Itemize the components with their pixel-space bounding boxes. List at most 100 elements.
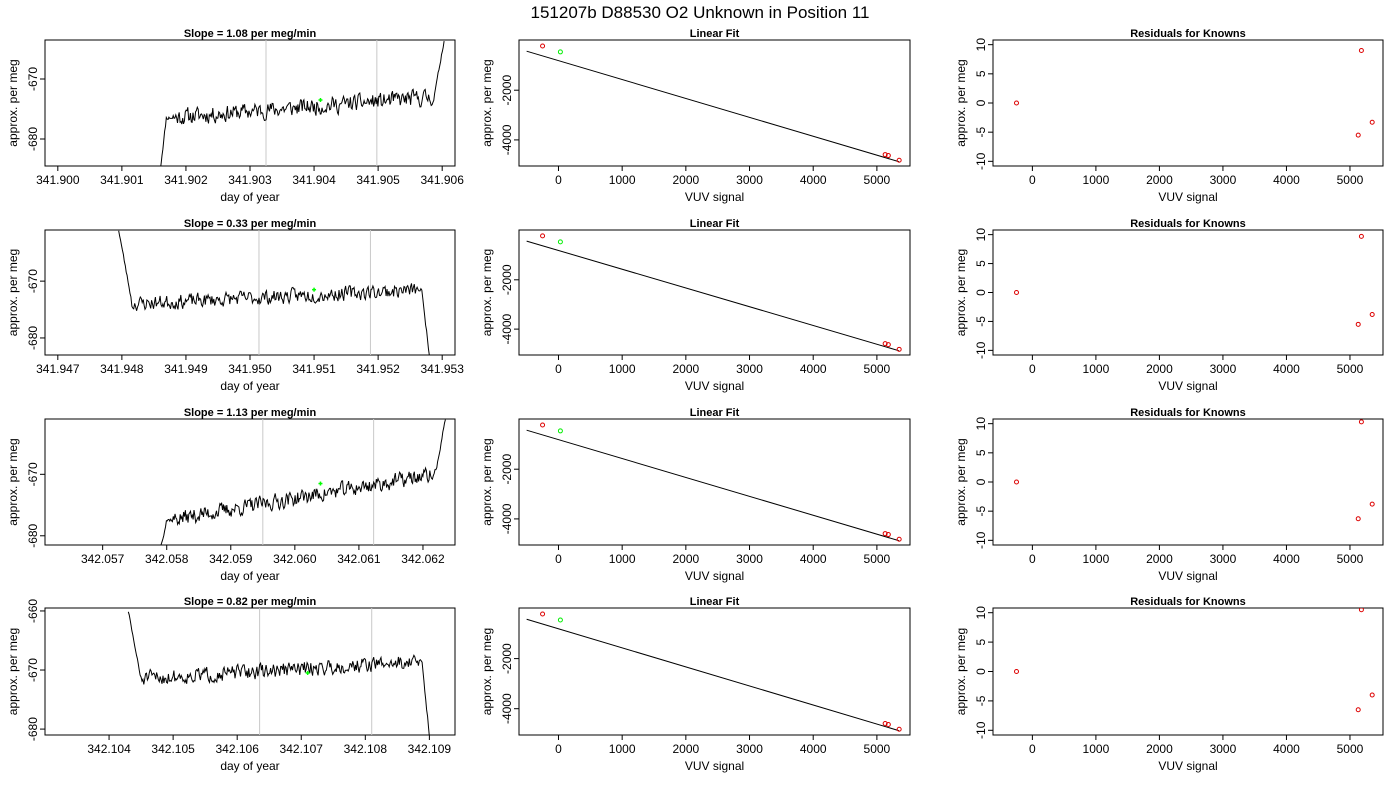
plot-area	[1014, 233, 1375, 327]
panel-title: Linear Fit	[690, 28, 740, 40]
panel-grid: Slope = 1.08 per meg/min 341.900 341.901 34…	[6, 28, 1384, 773]
fit-line	[526, 240, 900, 352]
y-axis-label: approx. per meg	[954, 249, 968, 336]
x-tick-label: 2000	[1146, 742, 1173, 756]
plot-frame	[518, 229, 911, 356]
y-tick-label: 5	[974, 449, 988, 456]
y-tick-label: -680	[26, 717, 40, 741]
known-point	[1014, 479, 1020, 485]
known-point	[1358, 233, 1364, 239]
fit-line	[526, 429, 900, 542]
x-tick-label: 0	[555, 362, 562, 376]
x-tick-label: 5000	[864, 173, 891, 187]
panel-title: Linear Fit	[690, 218, 740, 230]
x-tick-label: 342.107	[280, 742, 324, 756]
known-point	[1369, 692, 1375, 698]
y-axis-label: approx. per meg	[480, 249, 494, 336]
known-point	[540, 422, 546, 428]
y-axis-label: approx. per meg	[954, 628, 968, 715]
plot-frame	[518, 418, 911, 546]
y-tick-label: -670	[26, 462, 40, 486]
x-tick-label: 341.904	[292, 173, 336, 187]
x-tick-label: 5000	[1337, 173, 1364, 187]
x-tick-label: 1000	[609, 742, 636, 756]
x-tick-label: 341.905	[356, 173, 400, 187]
x-axis-label: day of year	[220, 759, 279, 773]
y-tick-label: -680	[26, 523, 40, 547]
x-tick-label: 3000	[1210, 173, 1237, 187]
plot-area	[526, 233, 902, 352]
known-point	[1358, 419, 1364, 425]
chart-panel-5: Linear Fit 0 1000 2000 3000 4000 5000 -4000 -200…	[480, 218, 911, 393]
x-tick-label: 3000	[1210, 362, 1237, 376]
x-tick-label: 3000	[736, 552, 763, 566]
y-tick-label: -10	[974, 152, 988, 170]
panel-title: Residuals for Knowns	[1130, 596, 1246, 608]
plot-area	[127, 608, 430, 735]
y-tick-label: -4000	[500, 124, 514, 155]
y-tick-label: -5	[974, 127, 988, 138]
chart-panel-11: Linear Fit 0 1000 2000 3000 4000 5000 -4000 -200…	[480, 596, 911, 773]
y-axis-label: approx. per meg	[480, 59, 494, 146]
x-tick-label: 0	[1029, 173, 1036, 187]
y-tick-label: 5	[974, 70, 988, 77]
panel-title: Slope = 0.33 per meg/min	[184, 218, 317, 230]
known-point	[896, 536, 902, 542]
known-point	[1369, 119, 1375, 125]
y-tick-label: 10	[974, 38, 988, 52]
x-tick-label: 4000	[800, 173, 827, 187]
plot-frame	[44, 39, 456, 167]
chart-panel-4: Slope = 0.33 per meg/min 341.947 341.948 34…	[6, 218, 464, 393]
known-point	[1355, 707, 1361, 713]
known-point	[1355, 516, 1361, 522]
x-tick-label: 341.950	[228, 362, 272, 376]
x-axis-label: day of year	[220, 379, 279, 393]
x-tick-label: 0	[1029, 362, 1036, 376]
plot-frame	[518, 39, 911, 167]
y-axis-label: approx. per meg	[480, 628, 494, 715]
x-tick-label: 5000	[864, 742, 891, 756]
x-axis-label: VUV signal	[685, 569, 744, 583]
y-tick-label: -680	[26, 127, 40, 151]
plot-frame	[992, 229, 1384, 356]
x-tick-label: 5000	[1337, 552, 1364, 566]
x-axis-label: day of year	[220, 190, 279, 204]
signal-trace	[118, 230, 430, 355]
x-tick-label: 341.906	[420, 173, 464, 187]
plot-frame	[992, 607, 1384, 736]
y-tick-label: 10	[974, 228, 988, 242]
plot-frame	[992, 39, 1384, 167]
known-point	[1355, 321, 1361, 327]
x-tick-label: 5000	[1337, 742, 1364, 756]
x-tick-label: 5000	[864, 552, 891, 566]
x-tick-label: 1000	[1083, 362, 1110, 376]
x-tick-label: 342.059	[209, 552, 253, 566]
y-tick-label: 0	[974, 478, 988, 485]
y-axis-label: approx. per meg	[6, 438, 20, 525]
y-axis-label: approx. per meg	[480, 438, 494, 525]
x-tick-label: 4000	[1273, 742, 1300, 756]
known-point	[885, 342, 891, 348]
x-axis-label: VUV signal	[1158, 379, 1217, 393]
x-tick-label: 4000	[1273, 173, 1300, 187]
panel-title: Linear Fit	[690, 596, 740, 608]
y-tick-label: -10	[974, 721, 988, 739]
known-point	[882, 341, 888, 347]
plot-area	[526, 43, 902, 163]
x-tick-label: 341.952	[356, 362, 400, 376]
plot-area	[1014, 48, 1375, 138]
signal-trace	[127, 611, 430, 735]
x-tick-label: 4000	[800, 552, 827, 566]
x-axis-label: VUV signal	[1158, 190, 1217, 204]
chart-panel-1: Slope = 1.08 per meg/min 341.900 341.901 34…	[6, 28, 464, 204]
known-point	[896, 346, 902, 352]
x-tick-label: 0	[1029, 742, 1036, 756]
signal-trace	[160, 41, 445, 166]
plot-area	[526, 422, 902, 542]
unknown-point	[557, 617, 563, 623]
y-axis-label: approx. per meg	[954, 59, 968, 146]
plot-frame	[518, 607, 911, 736]
x-tick-label: 3000	[1210, 742, 1237, 756]
x-tick-label: 342.106	[215, 742, 259, 756]
x-tick-label: 3000	[1210, 552, 1237, 566]
